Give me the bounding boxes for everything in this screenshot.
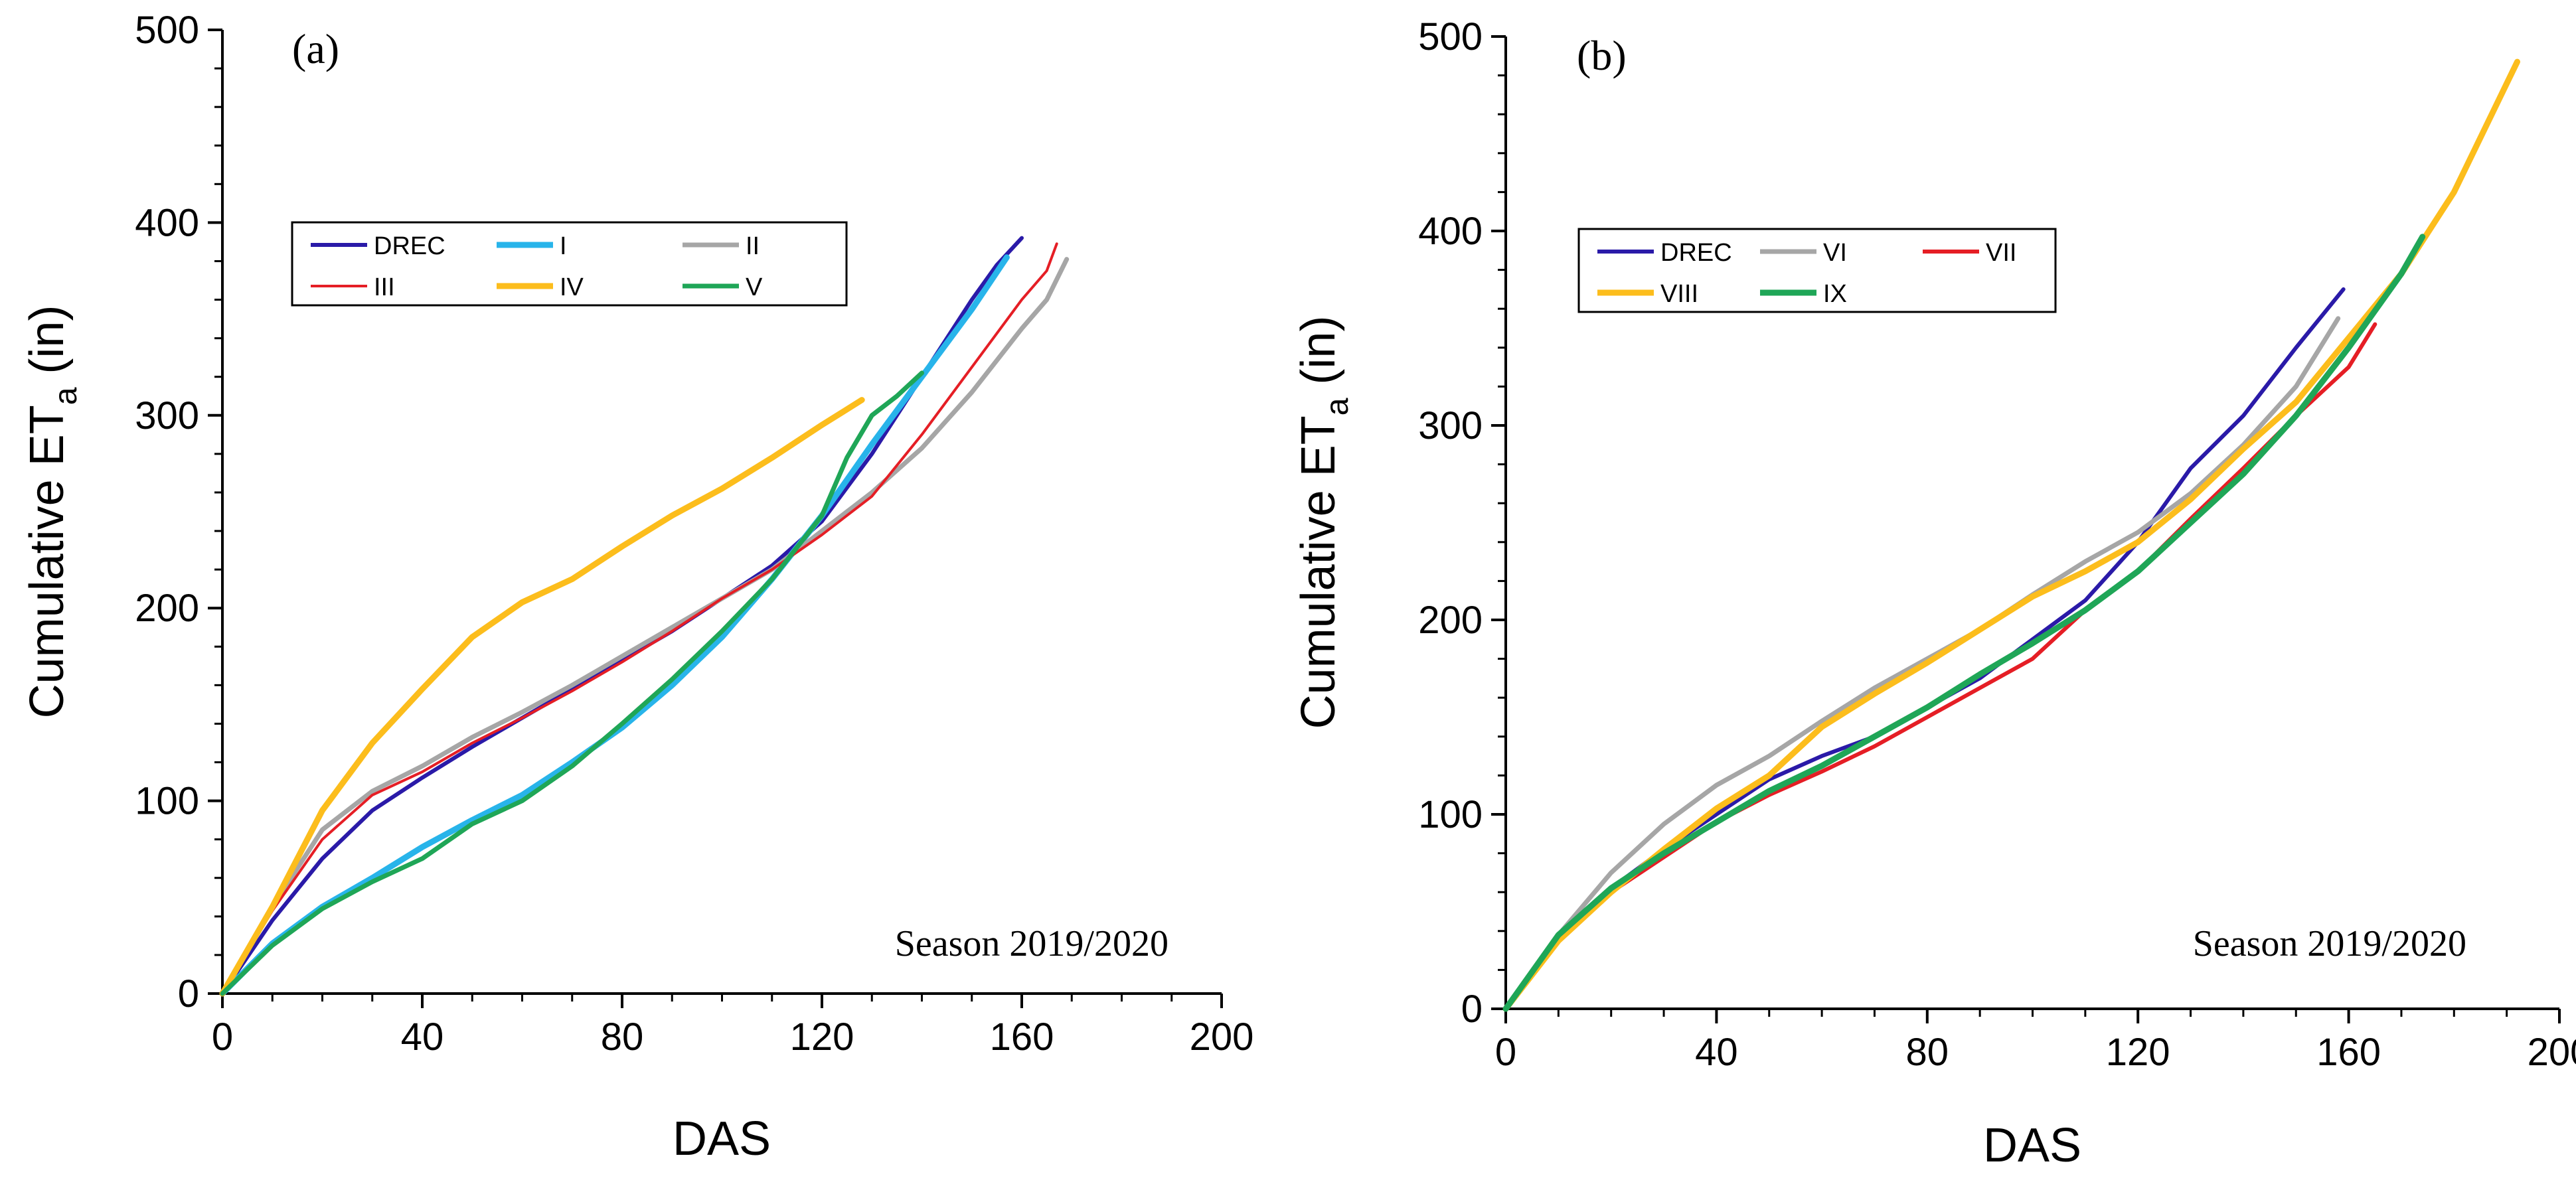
legend-label-iv: IV [560,273,584,301]
y-tick-label: 0 [178,972,199,1015]
y-tick-label: 500 [1418,15,1483,58]
x-axis-title: DAS [673,1112,771,1165]
legend-label-ii: II [746,232,760,260]
legend-box [291,221,848,307]
series-line-v [220,370,924,996]
series-line-vii [1504,322,2377,1011]
legend-label-drec: DREC [1660,239,1732,267]
y-tick-label: 100 [135,780,199,823]
y-axis-title: Cumulative ETa (in) [1292,316,1355,729]
x-tick-label: 0 [212,1015,233,1059]
y-axis-title-main: Cumulative ET [21,405,74,718]
y-tick-label: 100 [1418,793,1483,836]
x-tick-label: 80 [1906,1031,1949,1074]
chart-panel-a: 0 100 200 300 400 500 0 40 80 120 160 200 DAS Cumulat… [21,9,1253,1165]
y-tick-label: 0 [1461,988,1483,1031]
y-axis-title-subscript: a [1320,398,1355,415]
y-axis-title-subscript: a [48,387,84,405]
season-annotation: Season 2019/2020 [2193,923,2466,964]
x-tick-label: 80 [601,1015,644,1059]
x-tick-label: 200 [1190,1015,1254,1059]
series-line-iii [221,242,1058,995]
x-tick-label: 0 [1495,1031,1516,1074]
series-line-viii [1502,58,2520,1012]
y-axis-title: Cumulative ETa (in) [21,305,84,719]
y-axis-title-main: Cumulative ET [1292,415,1345,729]
legend-label-ix: IX [1823,280,1847,308]
legend-label-drec: DREC [374,232,445,260]
legend-label-vii: VII [1986,239,2016,267]
series-line-ix [1502,234,2426,1012]
legend-label-iii: III [374,273,395,301]
x-tick-label: 40 [1695,1031,1738,1074]
x-tick-label: 160 [2316,1031,2381,1074]
y-tick-label: 200 [1418,599,1483,642]
x-tick-label: 120 [2106,1031,2170,1074]
series-line-ii [220,257,1070,996]
panel-label: (a) [292,25,339,72]
y-tick-label: 400 [1418,210,1483,253]
y-axis-title-unit: (in) [1292,316,1345,398]
x-tick-label: 160 [990,1015,1054,1059]
x-tick-label: 200 [2528,1031,2576,1074]
legend-box [1577,228,2057,313]
chart-panel-b: 0 100 200 300 400 500 0 40 80 120 160 200 DAS Cumulat… [1292,15,2576,1172]
x-tick-label: 40 [401,1015,444,1059]
legend: DREC VI VII VIII IX [1577,228,2057,313]
season-annotation: Season 2019/2020 [895,923,1168,964]
legend-label-viii: VIII [1660,280,1698,308]
legend-label-v: V [746,273,763,301]
legend-label-i: I [560,232,567,260]
y-tick-label: 200 [135,587,199,630]
y-tick-label: 300 [1418,404,1483,447]
panel-label: (b) [1577,32,1627,79]
y-tick-label: 500 [135,9,199,52]
y-tick-label: 400 [135,201,199,244]
series-line-iv [219,397,865,997]
y-axis-title-unit: (in) [21,305,74,388]
legend-label-vi: VI [1823,239,1847,267]
x-tick-label: 120 [790,1015,854,1059]
y-tick-label: 300 [135,394,199,437]
series-line-vi [1503,316,2341,1011]
series-line-i [219,254,1010,997]
x-axis-title: DAS [1983,1119,2081,1172]
